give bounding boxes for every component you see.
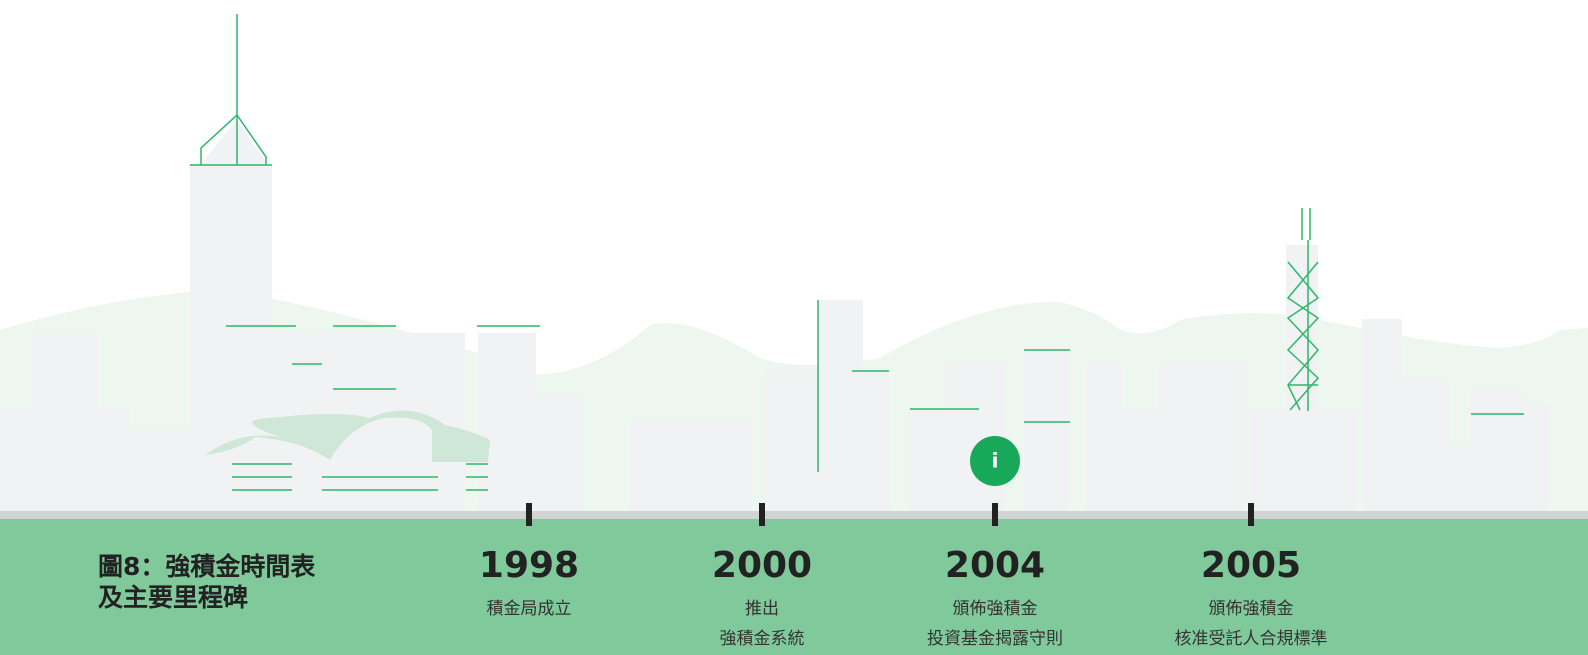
title-line: 及主要里程碑 (98, 583, 248, 612)
milestone-text: 積金局成立 (487, 599, 572, 619)
milestone-year: 2005 (1201, 545, 1301, 586)
milestone-tick (1248, 503, 1254, 526)
milestone-year: 1998 (479, 545, 579, 586)
title-line: 圖8：強積金時間表 (98, 552, 316, 581)
milestone-tick (992, 503, 998, 526)
info-icon[interactable]: i (992, 449, 999, 473)
milestone-tick (526, 503, 532, 526)
skyline (0, 14, 1588, 512)
milestone-year: 2000 (712, 545, 812, 586)
timeline: i 圖8：強積金時間表 及主要里程碑 1998 積金局成立 2000 推出強積金系統 2… (0, 0, 1588, 655)
milestone-text: 投資基金揭露守則 (927, 629, 1063, 649)
milestone-text: 強積金系統 (720, 629, 805, 649)
page: i 圖8：強積金時間表 及主要里程碑 1998 積金局成立 2000 推出強積金系統 2… (0, 0, 1588, 655)
milestone-text: 推出 (745, 599, 779, 619)
milestone-tick (759, 503, 765, 526)
timeline-bar (0, 511, 1588, 520)
milestone-year: 2004 (945, 545, 1045, 586)
milestone-text: 頒佈強積金 (1209, 599, 1294, 619)
milestone-text: 頒佈強積金 (953, 599, 1038, 619)
info-button[interactable]: i (970, 436, 1020, 486)
milestone-text: 核准受託人合規標準 (1175, 629, 1328, 649)
